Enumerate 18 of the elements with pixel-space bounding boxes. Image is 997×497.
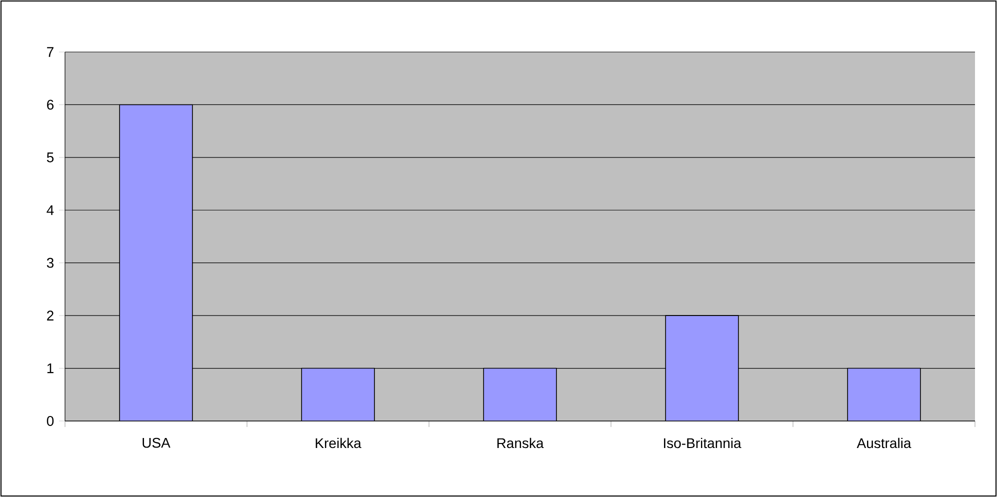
bar xyxy=(301,368,375,421)
y-tick-label: 3 xyxy=(46,258,54,268)
y-tick-label: 5 xyxy=(46,152,54,162)
y-tick-label: 0 xyxy=(46,416,54,426)
y-tick-label: 6 xyxy=(47,100,54,110)
bar xyxy=(665,315,739,421)
y-tick-label: 1 xyxy=(47,363,54,374)
bar xyxy=(119,104,193,421)
x-tick-label: Iso-Britannia xyxy=(664,438,742,448)
y-tick-label: 7 xyxy=(47,47,54,57)
y-tick-label: 4 xyxy=(46,205,54,215)
x-tick-label: Ranska xyxy=(497,438,544,448)
bar xyxy=(483,368,557,421)
x-tick-label: Australia xyxy=(856,438,912,448)
x-tick-label: Kreikka xyxy=(316,438,362,448)
x-tick-label: USA xyxy=(142,438,170,448)
bar xyxy=(847,368,921,421)
y-tick-label: 2 xyxy=(47,310,54,320)
